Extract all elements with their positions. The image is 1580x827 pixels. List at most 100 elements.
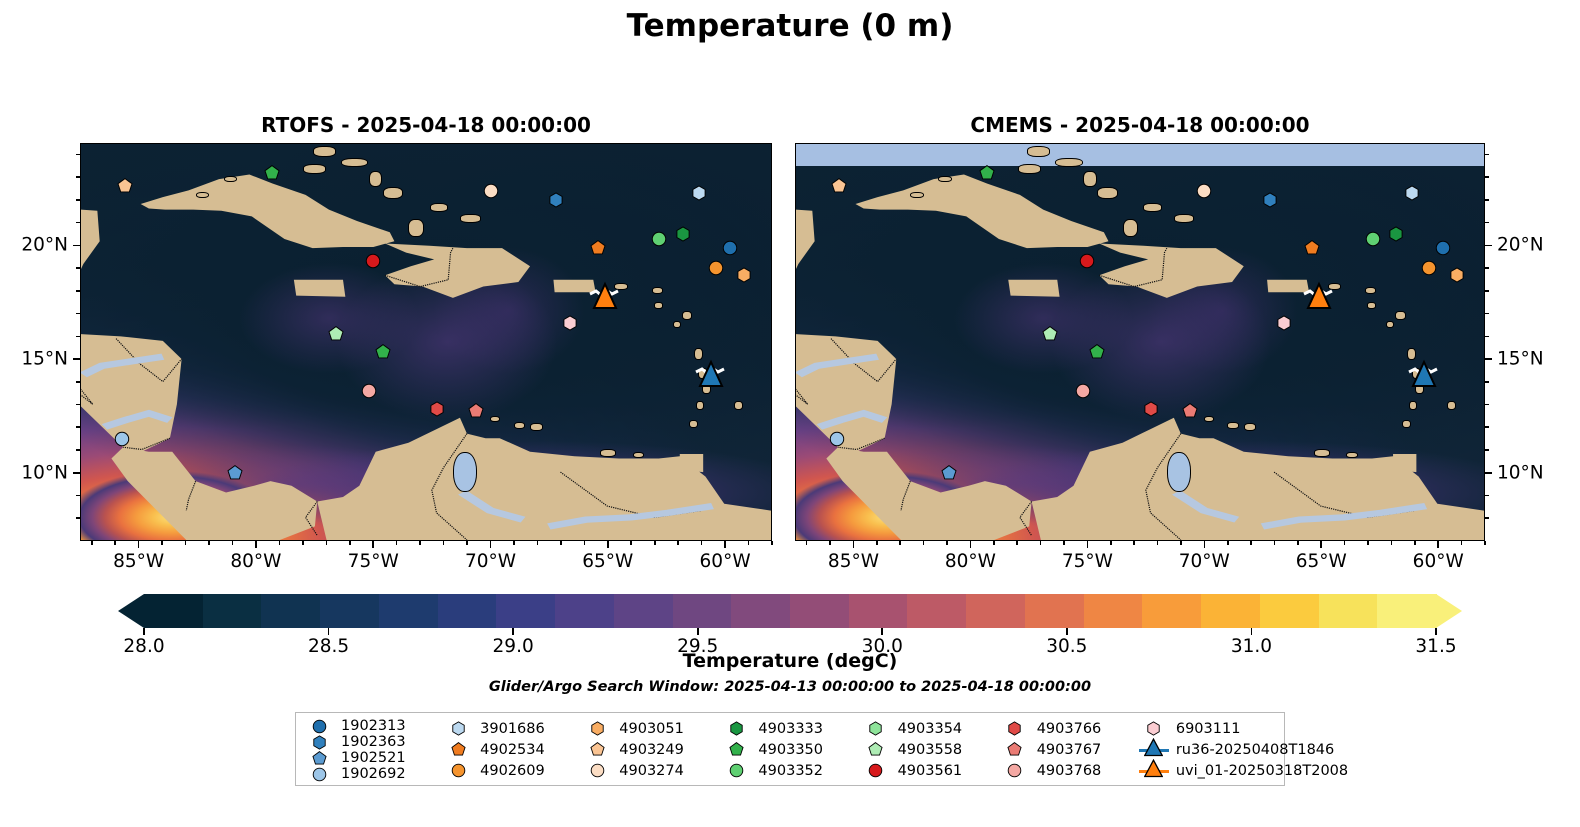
colorbar-segment <box>1083 594 1143 628</box>
legend-item-uvi_01-20250318T2008[interactable]: uvi_01-20250318T2008 <box>1138 758 1348 781</box>
ytick <box>73 358 80 360</box>
island-18 <box>1446 400 1456 410</box>
argo-swatch-icon <box>1000 742 1030 757</box>
legend-item-4903768[interactable]: 4903768 <box>1000 760 1139 781</box>
xtick <box>114 541 116 545</box>
island-12 <box>1411 368 1421 380</box>
xtick <box>805 541 808 545</box>
xtick-label: 75°W <box>1061 551 1113 572</box>
map-panel-cmems[interactable] <box>795 143 1485 541</box>
ytick <box>1485 403 1489 406</box>
lake-maracaibo <box>452 451 478 493</box>
colorbar-tick-label: 29.0 <box>492 636 534 657</box>
legend-box[interactable]: 1902313 1902363 1902521 1902692 3901686 49025… <box>295 712 1348 786</box>
ytick <box>1485 221 1489 224</box>
legend-item-4903333[interactable]: 4903333 <box>721 718 860 739</box>
island-20 <box>1227 422 1239 430</box>
legend-item-1902521[interactable]: 1902521 <box>304 750 443 766</box>
legend-item-1902313[interactable]: 1902313 <box>304 718 443 734</box>
xtick <box>560 541 562 545</box>
island-12 <box>698 368 708 380</box>
xtick <box>606 541 609 548</box>
xtick <box>1063 541 1065 545</box>
legend-item-3901686[interactable]: 3901686 <box>443 718 582 739</box>
legend-label: 4903249 <box>619 741 684 758</box>
argo-swatch-icon <box>582 721 612 736</box>
colorbar-tick-label: 31.0 <box>1230 636 1273 657</box>
island-1 <box>1054 157 1083 168</box>
colorbar-tick-label: 28.0 <box>123 636 165 657</box>
xtick-label: 80°W <box>944 551 996 572</box>
glider-swatch-icon <box>1138 737 1169 760</box>
island-6 <box>368 171 383 187</box>
colorbar-tick <box>327 628 330 635</box>
island-0 <box>303 164 327 175</box>
xtick <box>1437 541 1439 548</box>
ytick <box>1485 381 1489 383</box>
xtick-label: 70°W <box>1178 551 1230 572</box>
island-25 <box>195 191 210 199</box>
colorbar-tick <box>696 628 699 635</box>
xtick <box>852 541 855 548</box>
legend-label: 4903768 <box>1036 762 1102 779</box>
legend-item-1902363[interactable]: 1902363 <box>304 734 443 750</box>
argo-swatch-icon <box>582 763 612 778</box>
island-7 <box>312 146 336 158</box>
legend-item-ru36-20250408T1846[interactable]: ru36-20250408T1846 <box>1138 737 1334 760</box>
island-24 <box>223 175 238 183</box>
xtick <box>969 541 972 548</box>
legend-item-4903558[interactable]: 4903558 <box>861 739 1000 760</box>
legend-item-4902609[interactable]: 4902609 <box>443 760 582 781</box>
xtick <box>90 541 93 545</box>
island-23 <box>633 451 645 459</box>
colorbar-segment <box>1142 594 1202 628</box>
legend-item-4903561[interactable]: 4903561 <box>861 760 1000 781</box>
legend-column-1: 3901686 4902534 4902609 <box>443 718 582 781</box>
xtick <box>1390 541 1393 545</box>
colorbar-tick <box>143 628 145 635</box>
legend-item-1902692[interactable]: 1902692 <box>304 766 443 782</box>
island-5 <box>459 214 481 223</box>
colorbar-tick-label: 30.5 <box>1046 636 1088 657</box>
argo-swatch-icon <box>861 721 891 736</box>
legend-item-4903249[interactable]: 4903249 <box>582 739 721 760</box>
island-16 <box>1386 320 1394 329</box>
xtick-label: 60°W <box>1412 551 1464 572</box>
colorbar-segment <box>731 594 791 628</box>
map-render-rtofs <box>81 144 771 540</box>
legend-label: 1902521 <box>341 750 406 766</box>
xtick <box>771 541 773 545</box>
legend-column-0: 1902313 1902363 1902521 1902692 <box>304 718 443 782</box>
map-panel-rtofs[interactable] <box>80 143 772 541</box>
colorbar-tick <box>1066 628 1068 635</box>
island-10 <box>1395 311 1406 321</box>
landmass-trinidad <box>1393 454 1417 473</box>
legend-item-4903350[interactable]: 4903350 <box>721 739 860 760</box>
ytick <box>1485 290 1489 292</box>
island-9 <box>651 286 664 294</box>
legend-item-4903352[interactable]: 4903352 <box>721 760 860 781</box>
legend-item-4903274[interactable]: 4903274 <box>582 760 721 781</box>
island-18 <box>733 400 743 410</box>
colorbar[interactable]: 28.0 28.5 29.0 29.5 30.0 30.5 31.0 31.5 <box>118 594 1462 657</box>
legend-item-4903354[interactable]: 4903354 <box>861 718 1000 739</box>
colorbar-segment <box>437 594 497 628</box>
legend-item-6903111[interactable]: 6903111 <box>1139 718 1278 739</box>
legend-item-4903051[interactable]: 4903051 <box>582 718 721 739</box>
legend-label: 4903767 <box>1036 741 1102 758</box>
colorbar-segment <box>1259 594 1320 628</box>
xtick <box>161 541 163 545</box>
island-4 <box>1143 202 1162 212</box>
legend-item-4903767[interactable]: 4903767 <box>1000 739 1139 760</box>
legend-item-4903766[interactable]: 4903766 <box>1000 718 1139 739</box>
nodata-band <box>796 144 1484 166</box>
ytick-label: 20°N <box>21 234 68 256</box>
xtick <box>1016 541 1018 545</box>
xtick <box>1156 541 1159 545</box>
island-23 <box>1346 451 1358 459</box>
island-24 <box>938 175 952 183</box>
legend-item-4902534[interactable]: 4902534 <box>443 739 582 760</box>
argo-swatch-icon <box>1000 721 1030 736</box>
ytick-label: 15°N <box>1497 348 1544 370</box>
xtick <box>536 541 539 545</box>
